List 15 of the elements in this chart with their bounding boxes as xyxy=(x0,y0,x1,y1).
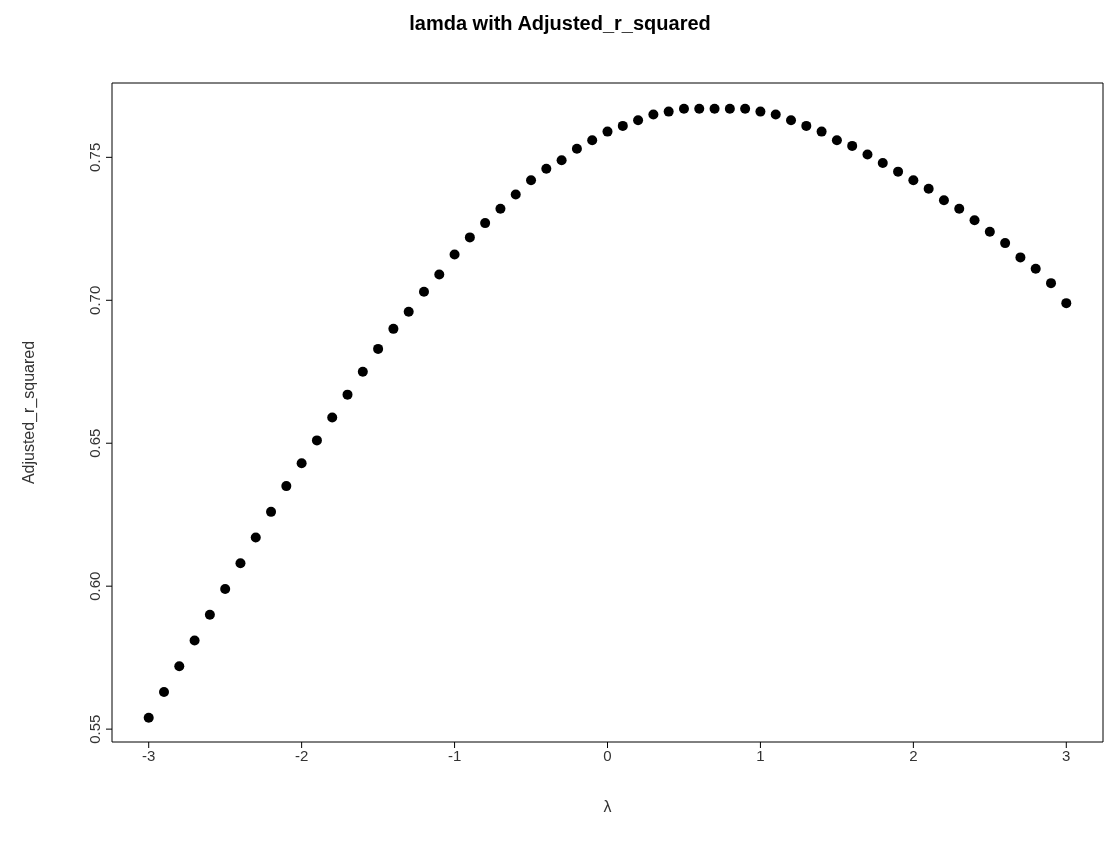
y-tick-label: 0.75 xyxy=(86,142,103,172)
chart-title: lamda with Adjusted_r_squared xyxy=(408,11,712,36)
y-tick-label: 0.55 xyxy=(86,714,103,744)
y-axis-title: Adjusted_r_squared xyxy=(19,340,38,485)
y-tick-label: 0.65 xyxy=(86,428,103,458)
x-tick-label: -3 xyxy=(142,746,156,764)
x-tick-label: 0 xyxy=(603,746,612,764)
x-tick-label: 3 xyxy=(1062,746,1071,764)
y-tick-label: 0.70 xyxy=(86,285,103,315)
x-tick-label: 2 xyxy=(909,746,918,764)
x-axis-title: λ xyxy=(603,798,612,815)
y-tick-label: 0.60 xyxy=(86,571,103,601)
x-tick-label: -2 xyxy=(294,746,309,764)
x-tick-label: 1 xyxy=(756,746,765,764)
x-tick-label: -1 xyxy=(447,746,462,764)
